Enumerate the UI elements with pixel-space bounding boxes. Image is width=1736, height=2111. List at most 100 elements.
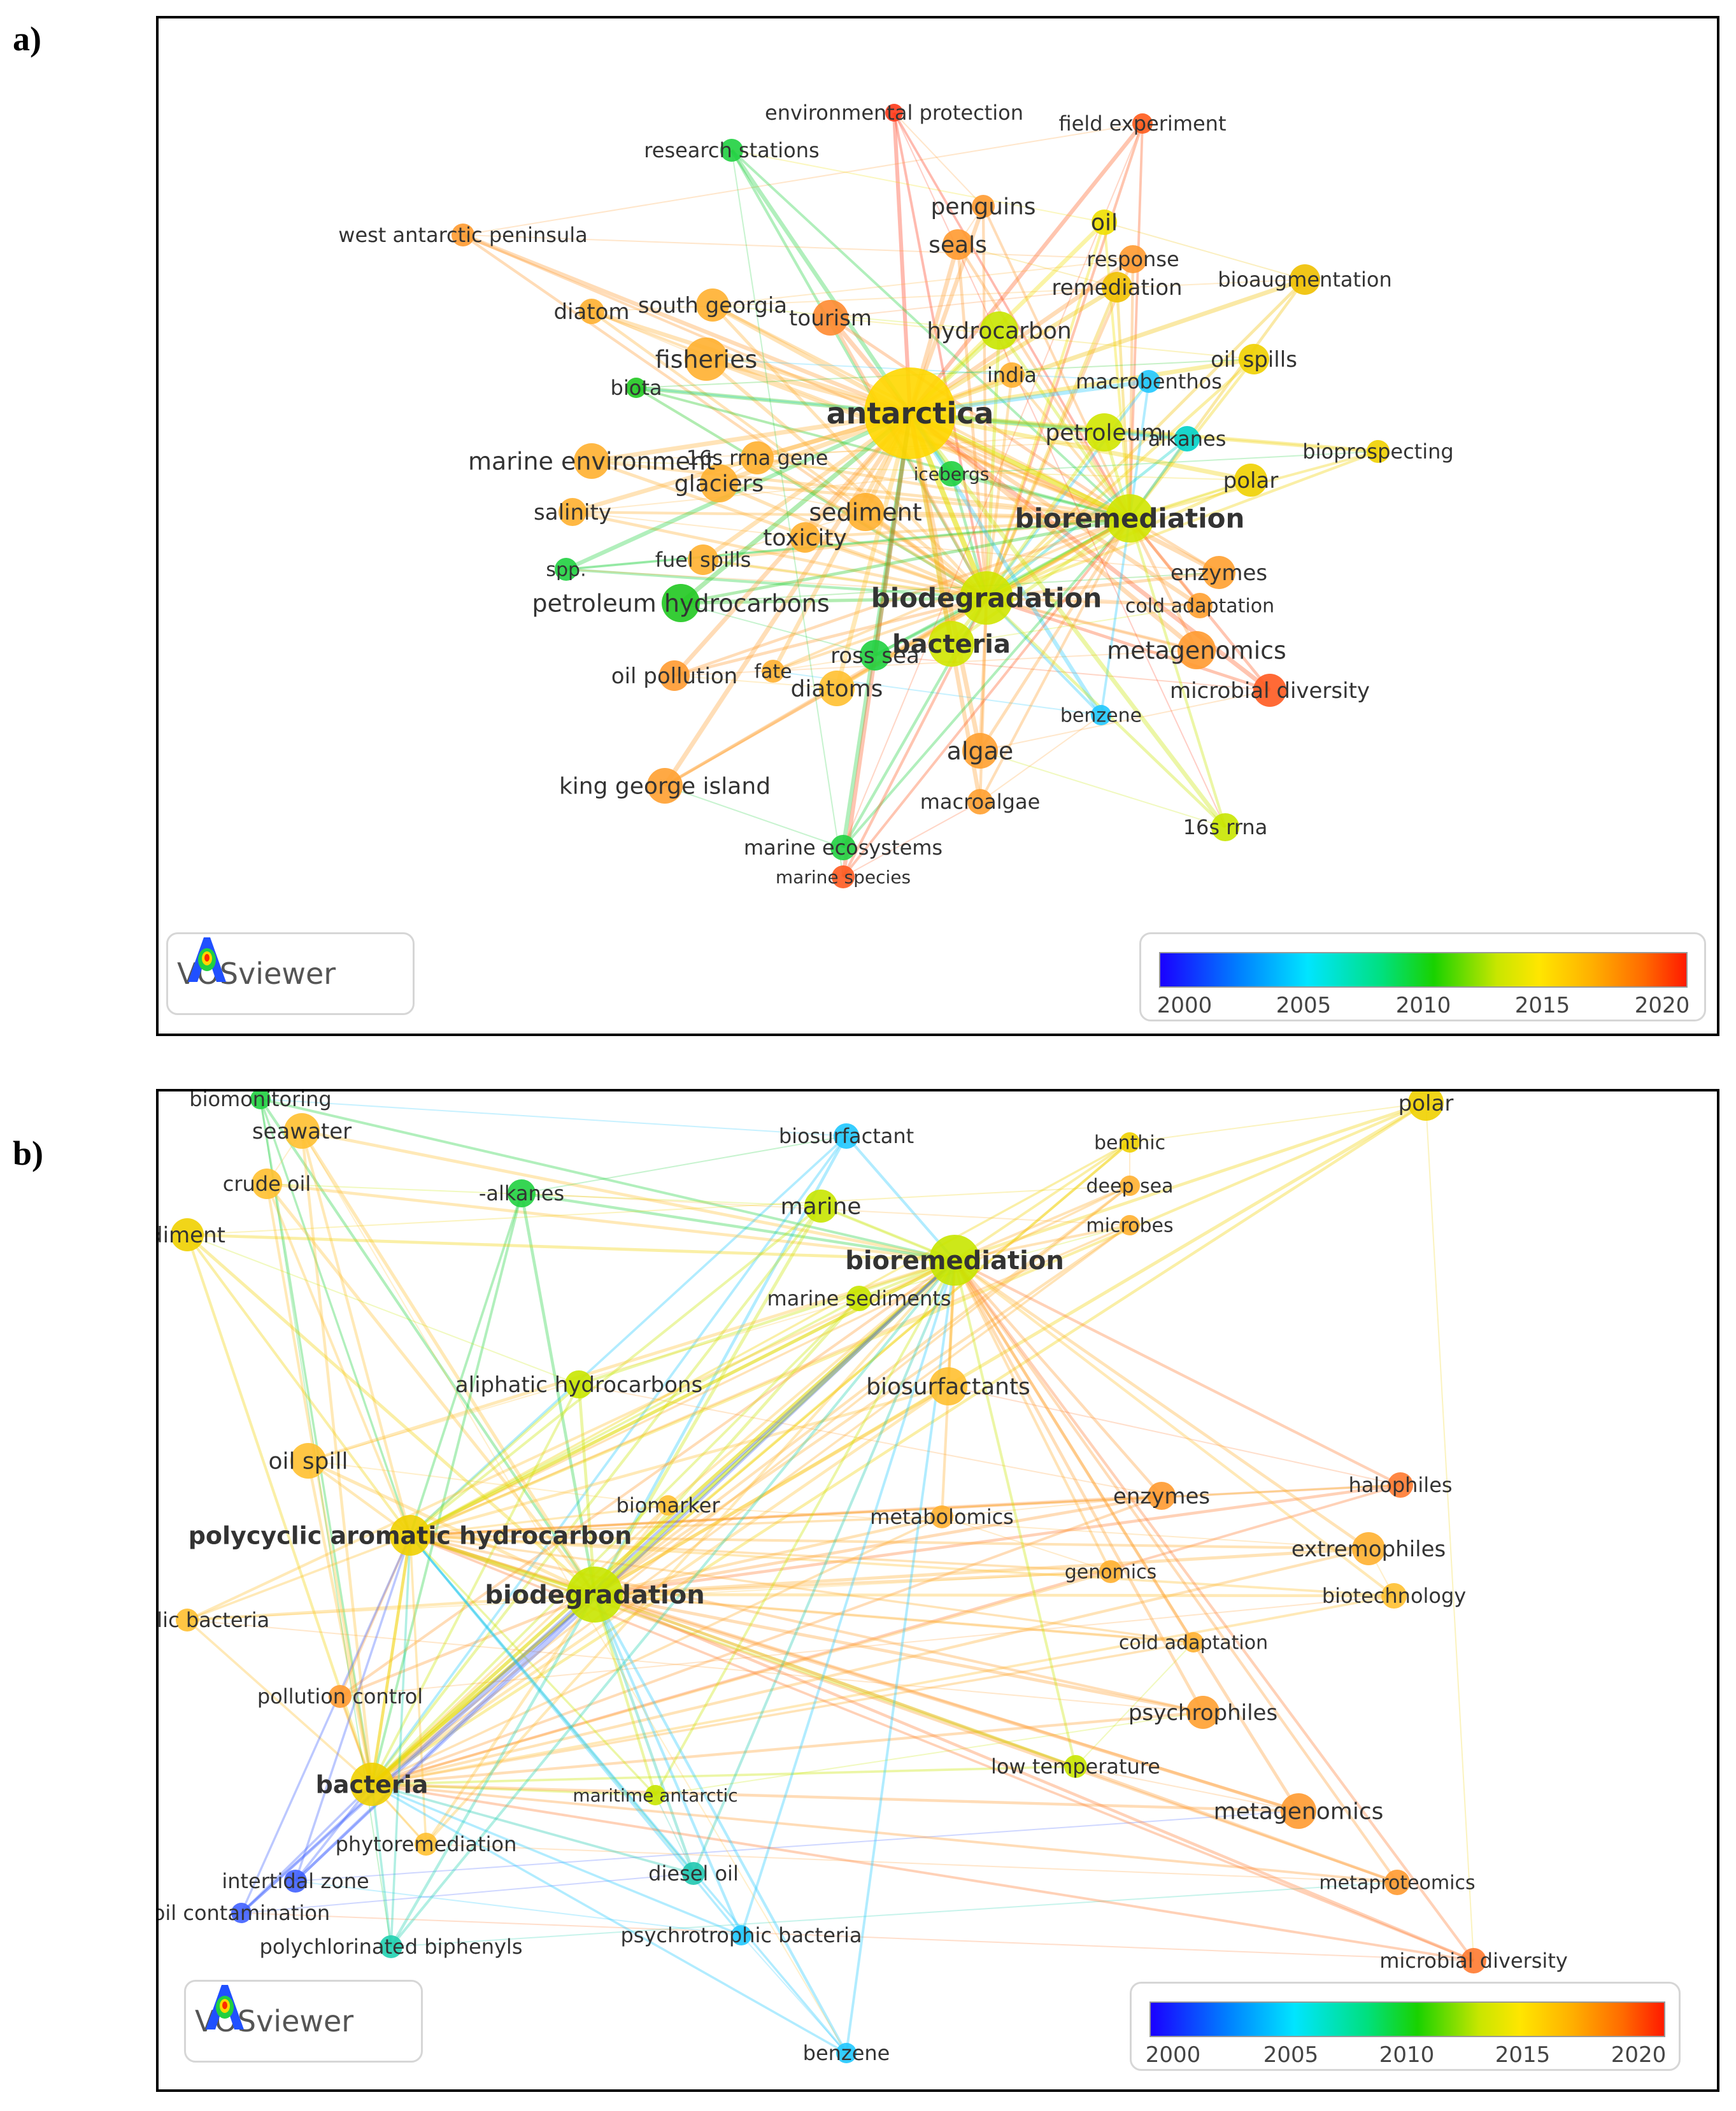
node-field-experiment[interactable]: [1132, 113, 1153, 134]
node-rophilic-bacteria[interactable]: [176, 1609, 199, 1631]
node-alkanes[interactable]: [1174, 426, 1200, 451]
node-phytoremediation[interactable]: [415, 1833, 438, 1856]
node-seals[interactable]: [943, 229, 973, 260]
node-king-george-island[interactable]: [647, 768, 683, 804]
node-tourism[interactable]: [813, 300, 848, 336]
node-benthic[interactable]: [1120, 1132, 1140, 1153]
node-16s-rrna[interactable]: [1211, 813, 1239, 841]
node-pollution-control[interactable]: [329, 1685, 352, 1708]
node-aliphatic-hydrocarbons[interactable]: [565, 1370, 593, 1398]
node-oil-pollution[interactable]: [659, 660, 690, 691]
node-seawater[interactable]: [284, 1113, 320, 1149]
node-west-antarctic-peninsula[interactable]: [452, 224, 474, 246]
node-genomics[interactable]: [1099, 1560, 1122, 1583]
node-algae[interactable]: [962, 733, 998, 769]
node-polar[interactable]: [1408, 1091, 1444, 1121]
node-diesel-oil[interactable]: [682, 1862, 705, 1885]
node-bioremediation[interactable]: [1106, 494, 1154, 543]
node-diatoms[interactable]: [819, 671, 855, 706]
node-biomonitoring[interactable]: [250, 1091, 271, 1109]
node-research-stations[interactable]: [720, 139, 743, 162]
node-fate[interactable]: [762, 660, 785, 683]
node-metaproteomics[interactable]: [1384, 1870, 1410, 1895]
node-fuel-spills[interactable]: [688, 544, 718, 575]
node-benzene[interactable]: [1091, 705, 1111, 725]
node-label-marine-species: marine species: [776, 867, 911, 888]
node-enzymes[interactable]: [1148, 1482, 1176, 1510]
node-psychrotrophic-bacteria[interactable]: [731, 1925, 751, 1945]
node-psychrophiles[interactable]: [1186, 1696, 1220, 1729]
node-polar[interactable]: [1234, 464, 1267, 497]
node-microbial-diversity[interactable]: [1461, 1948, 1486, 1973]
node-hydrocarbon[interactable]: [980, 311, 1018, 350]
node-halophiles[interactable]: [1388, 1472, 1413, 1498]
node-maritime-antarctic[interactable]: [645, 1785, 665, 1805]
node-south-georgia[interactable]: [696, 288, 729, 322]
node-label-intertidal-zone: intertidal zone: [222, 1869, 369, 1893]
edge-microbial-diversity-algae: [979, 690, 1270, 751]
node-bioprospecting[interactable]: [1367, 440, 1390, 463]
node-metagenomics[interactable]: [1177, 631, 1216, 669]
node-marine-sediments[interactable]: [846, 1286, 872, 1311]
node-fisheries[interactable]: [685, 338, 728, 381]
node-macroalgae[interactable]: [967, 789, 993, 814]
node-glaciers[interactable]: [700, 464, 738, 502]
node-biodegradation[interactable]: [960, 571, 1013, 625]
node-biosurfactant[interactable]: [834, 1123, 859, 1149]
node-oil-spill[interactable]: [290, 1443, 326, 1479]
edge-aliphatic-hydrocarbons-enzymes: [578, 1384, 1162, 1496]
node-biomarker[interactable]: [658, 1495, 678, 1516]
node-biosurfactants[interactable]: [929, 1367, 967, 1405]
node-environmental-protection[interactable]: [885, 104, 903, 122]
node-low-temperature[interactable]: [1064, 1755, 1087, 1778]
node-bacteria[interactable]: [350, 1763, 394, 1806]
node-enzymes[interactable]: [1202, 556, 1235, 589]
node-benzene[interactable]: [836, 2043, 857, 2063]
node-bioaugmentation[interactable]: [1290, 264, 1320, 295]
node-metagenomics[interactable]: [1281, 1793, 1316, 1829]
edge-seawater-biodegradation: [300, 1130, 597, 1596]
node-spp[interactable]: [555, 558, 578, 581]
node-intertidal-zone[interactable]: [284, 1870, 307, 1893]
node-india[interactable]: [999, 362, 1025, 388]
node-petroleum[interactable]: [1085, 413, 1123, 451]
node-marine-ecosystems[interactable]: [830, 835, 856, 860]
node-icebergs[interactable]: [939, 461, 964, 487]
node-biodegradation[interactable]: [567, 1567, 623, 1623]
node-deep-sea[interactable]: [1120, 1176, 1140, 1196]
node-bacteria[interactable]: [928, 621, 974, 667]
node-response[interactable]: [1119, 245, 1147, 273]
node-antarctica[interactable]: [864, 367, 956, 459]
node-petroleum-hydrocarbons[interactable]: [662, 584, 700, 622]
node-biotechnology[interactable]: [1381, 1583, 1407, 1609]
node-salinity[interactable]: [559, 498, 587, 526]
node-extremophiles[interactable]: [1352, 1532, 1385, 1565]
node-microbes[interactable]: [1120, 1215, 1140, 1235]
node-microbial-diversity[interactable]: [1253, 674, 1286, 707]
node-biota[interactable]: [626, 378, 646, 398]
node-polychlorinated-biphenyls[interactable]: [380, 1935, 402, 1958]
node-remediation[interactable]: [1102, 272, 1132, 302]
node-oil[interactable]: [1092, 210, 1117, 235]
node-marine-environment[interactable]: [574, 443, 609, 479]
node-ross-sea[interactable]: [860, 640, 890, 671]
node-oil-spills[interactable]: [1239, 344, 1269, 374]
edge-fisheries-macrobenthos: [706, 359, 1149, 382]
node-cold-adaptation[interactable]: [1187, 593, 1213, 618]
node-macrobenthos[interactable]: [1137, 370, 1160, 393]
node-crude-oil[interactable]: [252, 1169, 282, 1199]
node-diatom[interactable]: [579, 299, 604, 324]
node-diment[interactable]: [171, 1218, 204, 1251]
node-oil-contamination[interactable]: [231, 1903, 252, 1923]
node-bioremediation[interactable]: [929, 1235, 980, 1286]
node-16s-rrna-gene[interactable]: [741, 441, 774, 474]
node-marine-species[interactable]: [832, 865, 855, 888]
node-metabolomics[interactable]: [930, 1505, 953, 1528]
node-sediment[interactable]: [846, 493, 885, 531]
node-toxicity[interactable]: [790, 522, 820, 553]
node-alkanes[interactable]: [508, 1179, 536, 1207]
node-polycyclic-aromatic-hydrocarbon[interactable]: [390, 1515, 430, 1556]
node-cold-adaptation[interactable]: [1183, 1632, 1204, 1653]
node-marine[interactable]: [804, 1190, 837, 1223]
node-penguins[interactable]: [972, 195, 995, 218]
